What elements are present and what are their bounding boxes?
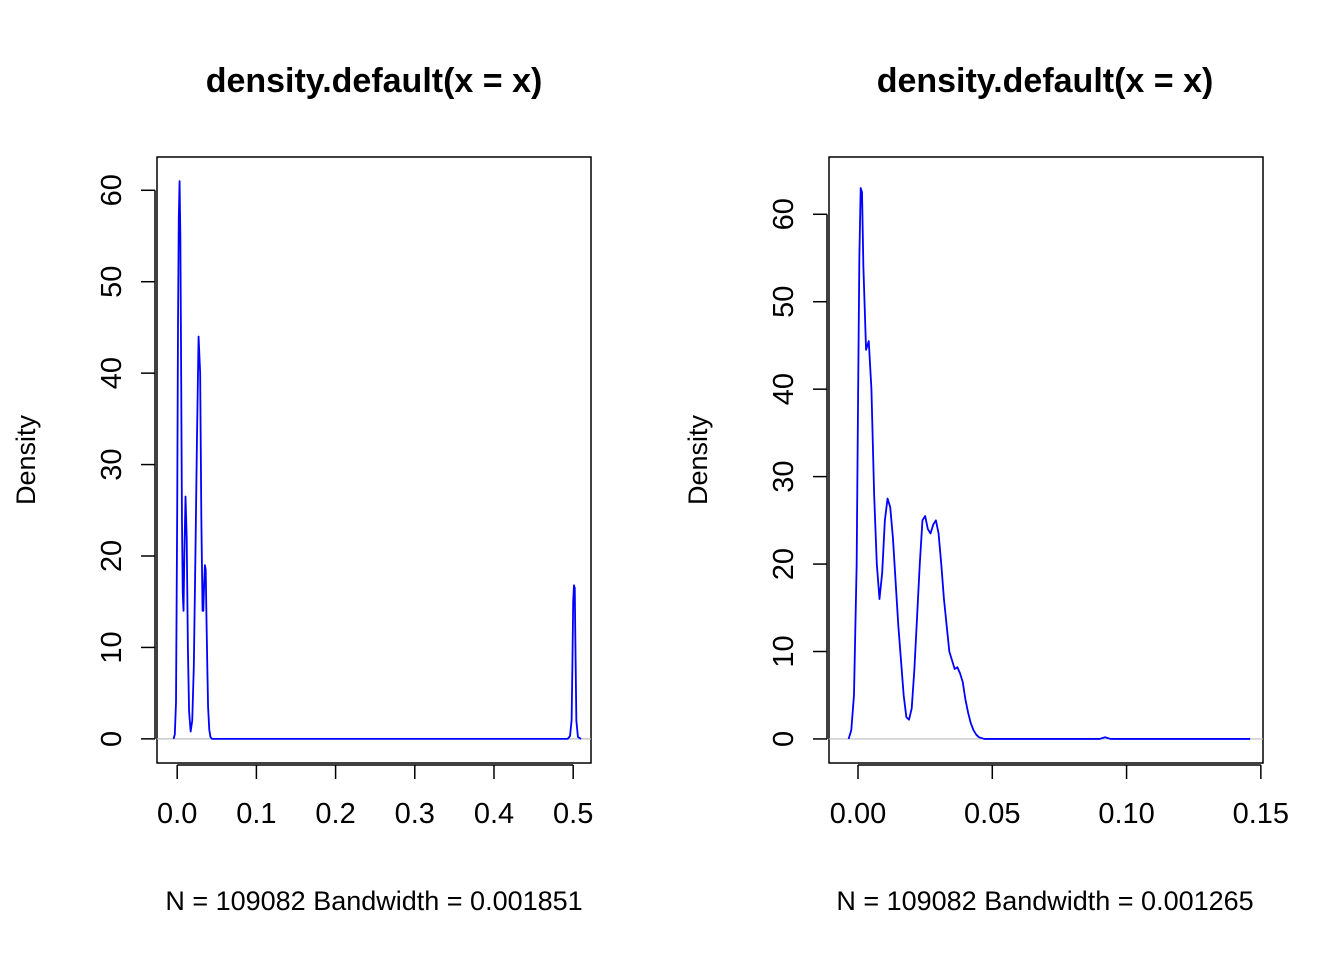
y-tick-label: 50 xyxy=(768,286,800,318)
x-axis-label: N = 109082 Bandwidth = 0.001851 xyxy=(165,886,582,916)
x-tick-label: 0.3 xyxy=(395,798,435,830)
x-axis: 0.00 0.05 0.10 0.15 xyxy=(830,764,1289,830)
y-axis-label: Density xyxy=(683,414,713,505)
x-tick-label: 0.15 xyxy=(1233,798,1289,830)
density-line xyxy=(172,180,582,740)
y-tick-label: 0 xyxy=(768,731,800,747)
y-tick-label: 30 xyxy=(768,460,800,492)
x-tick-label: 0.10 xyxy=(1098,798,1154,830)
y-tick-label: 40 xyxy=(768,373,800,405)
y-tick-label: 0 xyxy=(96,731,128,747)
x-tick-label: 0.2 xyxy=(315,798,355,830)
x-tick-label: 0.00 xyxy=(830,798,886,830)
y-tick-label: 10 xyxy=(768,635,800,667)
chart-title: density.default(x = x) xyxy=(206,62,543,100)
series-layer xyxy=(157,180,591,740)
y-tick-label: 30 xyxy=(96,448,128,480)
x-axis-label: N = 109082 Bandwidth = 0.001265 xyxy=(836,886,1253,916)
x-tick-label: 0.0 xyxy=(157,798,197,830)
y-axis-label: Density xyxy=(11,414,41,505)
y-tick-label: 10 xyxy=(96,631,128,663)
y-tick-label: 60 xyxy=(768,198,800,230)
x-tick-label: 0.1 xyxy=(236,798,276,830)
plot-frame xyxy=(828,156,1264,764)
x-tick-label: 0.5 xyxy=(553,798,593,830)
chart-title: density.default(x = x) xyxy=(877,62,1214,100)
density-line xyxy=(847,187,1251,740)
x-tick-label: 0.05 xyxy=(964,798,1020,830)
y-axis: 0 10 20 30 40 50 60 xyxy=(96,174,156,747)
y-tick-label: 50 xyxy=(96,266,128,298)
x-axis: 0.0 0.1 0.2 0.3 0.4 0.5 xyxy=(157,764,593,830)
y-tick-label: 20 xyxy=(768,548,800,580)
density-panel-left: density.default(x = x) 0.0 0.1 0.2 0.3 0.4 0.… xyxy=(11,62,593,916)
series-layer xyxy=(829,187,1263,740)
density-panel-right: density.default(x = x) 0.00 0.05 0.10 0.15 … xyxy=(683,62,1289,916)
y-axis: 0 10 20 30 40 50 60 xyxy=(768,198,828,747)
y-tick-label: 20 xyxy=(96,540,128,572)
x-tick-label: 0.4 xyxy=(474,798,514,830)
y-tick-label: 40 xyxy=(96,357,128,389)
y-tick-label: 60 xyxy=(96,174,128,206)
plot-frame xyxy=(156,156,592,764)
